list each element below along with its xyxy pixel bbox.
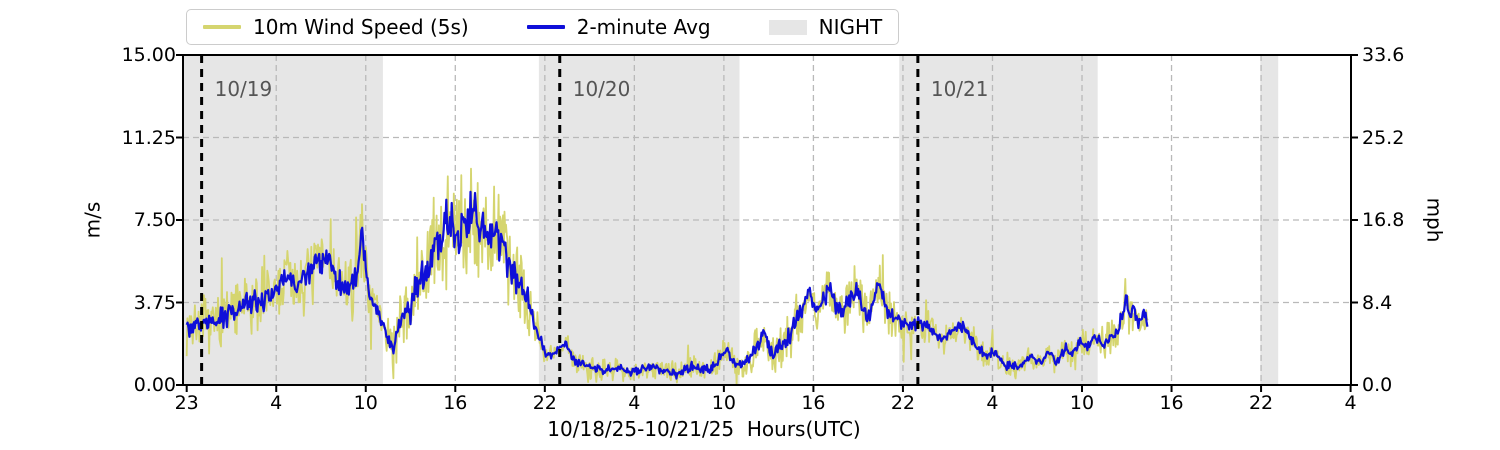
x-tick-label: 23 xyxy=(174,392,199,414)
x-tick-label: 10 xyxy=(353,392,378,414)
x-tick-label: 10 xyxy=(1069,392,1095,414)
day-boundary-label: 10/21 xyxy=(930,77,989,101)
legend: 10m Wind Speed (5s) 2-minute Avg NIGHT xyxy=(186,9,900,45)
x-tick-label: 16 xyxy=(443,392,468,414)
avg-series-path xyxy=(185,190,1149,380)
x-tick-label: 4 xyxy=(986,392,999,414)
day-boundary-label: 10/20 xyxy=(572,77,631,101)
y-tick-label-right: 16.8 xyxy=(1362,209,1405,231)
x-tick-label: 22 xyxy=(532,392,557,414)
y-tick-label-left: 15.00 xyxy=(121,44,176,66)
x-axis-label: 10/18/25-10/21/25 Hours(UTC) xyxy=(547,417,861,441)
legend-label-night: NIGHT xyxy=(818,15,883,39)
y-tick-label-left: 0.00 xyxy=(133,374,176,396)
x-tick-label: 16 xyxy=(801,392,826,414)
legend-label-avg: 2-minute Avg xyxy=(576,15,711,39)
legend-label-wind-speed: 10m Wind Speed (5s) xyxy=(253,15,469,39)
avg-line-swatch xyxy=(526,25,565,29)
night-patch-swatch xyxy=(768,19,807,35)
x-tick-label: 4 xyxy=(628,392,641,414)
night-band xyxy=(183,55,383,385)
x-tick-label: 4 xyxy=(1344,392,1357,414)
day-boundary-label: 10/19 xyxy=(214,77,273,101)
y-tick-label-right: 0.0 xyxy=(1362,374,1393,396)
y-tick-label-right: 8.4 xyxy=(1362,291,1393,314)
y-axis-label-left: m/s xyxy=(80,201,105,239)
x-tick-label: 22 xyxy=(890,392,916,414)
x-tick-label: 10 xyxy=(711,392,736,414)
y-tick-label-right: 33.6 xyxy=(1362,44,1405,66)
wind-speed-line-swatch xyxy=(203,25,241,29)
x-tick-label: 22 xyxy=(1248,392,1274,414)
x-tick-label: 4 xyxy=(270,392,283,414)
y-tick-label-left: 7.50 xyxy=(133,209,176,231)
y-tick-label-left: 11.25 xyxy=(121,126,176,149)
y-tick-label-right: 25.2 xyxy=(1362,126,1405,149)
y-tick-label-left: 3.75 xyxy=(133,291,176,314)
x-tick-label: 16 xyxy=(1159,392,1184,414)
